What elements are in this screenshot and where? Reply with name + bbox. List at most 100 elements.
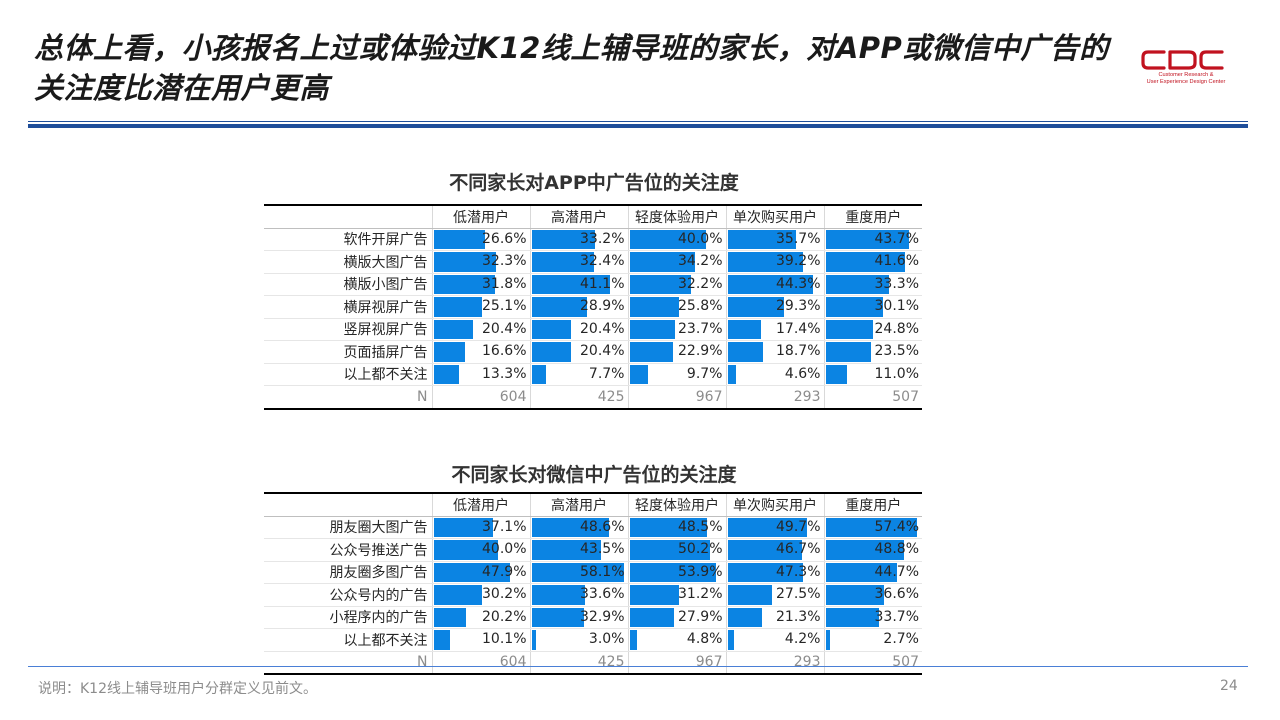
- data-label: 48.8%: [874, 541, 919, 557]
- data-label: 25.8%: [678, 298, 723, 314]
- value-cell: 18.7%: [725, 340, 824, 364]
- data-label: 18.7%: [776, 343, 821, 359]
- table-row: 竖屏视屏广告 20.4% 20.4% 23.7% 17.4% 24.8%: [264, 318, 922, 341]
- data-bar: [531, 364, 547, 384]
- value-cell: 41.1%: [529, 273, 628, 296]
- table-row: 公众号推送广告 40.0% 43.5% 50.2% 46.7% 48.8%: [264, 538, 922, 562]
- data-label: 32.9%: [580, 608, 625, 625]
- value-cell: 24.8%: [823, 318, 922, 341]
- data-label: 20.2%: [482, 608, 527, 625]
- value-cell: 2.7%: [823, 628, 922, 652]
- value-cell: 50.2%: [627, 538, 726, 562]
- data-bar: [433, 607, 466, 627]
- data-bar: [531, 517, 610, 537]
- value-cell: 20.4%: [529, 318, 628, 341]
- data-bar: [433, 297, 482, 317]
- value-cell: 21.3%: [725, 606, 824, 629]
- data-bar: [629, 630, 638, 650]
- data-label: 32.4%: [580, 253, 625, 269]
- data-bar: [531, 585, 586, 605]
- value-cell: 4.2%: [725, 628, 824, 652]
- data-bar: [727, 364, 737, 384]
- wechat-table-title: 不同家长对微信中广告位的关注度: [451, 464, 737, 486]
- data-label: 48.6%: [580, 518, 625, 535]
- data-bar: [825, 364, 847, 384]
- row-label: 公众号推送广告: [264, 538, 432, 562]
- data-bar: [629, 319, 675, 339]
- data-label: 13.3%: [482, 365, 527, 382]
- data-label: 44.7%: [874, 563, 919, 580]
- value-cell: 9.7%: [627, 363, 726, 386]
- header-rule-thick: [28, 124, 1248, 128]
- data-bar: [433, 562, 511, 582]
- data-bar: [629, 364, 649, 384]
- data-label: 30.1%: [874, 298, 919, 314]
- data-label: 33.3%: [874, 275, 919, 292]
- data-label: 10.1%: [482, 631, 527, 647]
- value-cell: 49.7%: [725, 516, 824, 539]
- data-bar: [629, 562, 716, 582]
- data-label: 28.9%: [580, 298, 625, 314]
- data-label: 20.4%: [482, 320, 527, 337]
- column-header: 高潜用户: [529, 204, 628, 229]
- data-bar: [629, 274, 692, 294]
- table-row: 横屏视屏广告 25.1% 28.9% 25.8% 29.3% 30.1%: [264, 295, 922, 319]
- data-bar: [727, 274, 813, 294]
- data-bar: [727, 607, 762, 627]
- sample-size-value: 604: [431, 651, 530, 675]
- value-cell: 13.3%: [431, 363, 530, 386]
- table-row: 朋友圈多图广告 47.9% 58.1% 53.9% 47.3% 44.7%: [264, 561, 922, 584]
- table-row: 朋友圈大图广告 37.1% 48.6% 48.5% 49.7% 57.4%: [264, 516, 922, 539]
- data-label: 58.1%: [580, 563, 625, 580]
- data-label: 31.8%: [482, 275, 527, 292]
- value-cell: 31.2%: [627, 583, 726, 607]
- value-cell: 23.7%: [627, 318, 726, 341]
- value-cell: 47.9%: [431, 561, 530, 584]
- sample-size-label: N: [264, 651, 432, 675]
- column-header: 轻度体验用户: [627, 492, 726, 517]
- column-header: 重度用户: [823, 204, 922, 229]
- sample-size-row: N 604 425 967 293 507: [264, 651, 922, 675]
- data-label: 26.6%: [482, 230, 527, 247]
- footer-note: 说明：K12线上辅导班用户分群定义见前文。: [38, 681, 317, 697]
- data-bar: [727, 252, 803, 272]
- data-bar: [433, 274, 495, 294]
- data-label: 29.3%: [776, 298, 821, 314]
- value-cell: 27.9%: [627, 606, 726, 629]
- table-header-row: 低潜用户 高潜用户 轻度体验用户 单次购买用户 重度用户: [264, 492, 922, 517]
- value-cell: 25.8%: [627, 295, 726, 319]
- table-row: 小程序内的广告 20.2% 32.9% 27.9% 21.3% 33.7%: [264, 606, 922, 629]
- data-label: 33.6%: [580, 586, 625, 602]
- data-bar: [629, 585, 680, 605]
- value-cell: 44.3%: [725, 273, 824, 296]
- value-cell: 47.3%: [725, 561, 824, 584]
- header-corner: [264, 492, 432, 517]
- data-label: 49.7%: [776, 518, 821, 535]
- data-bar: [825, 342, 871, 362]
- data-label: 4.2%: [784, 631, 821, 647]
- data-bar: [825, 252, 906, 272]
- table-row: 横版大图广告 32.3% 32.4% 34.2% 39.2% 41.6%: [264, 250, 922, 274]
- table-row: 页面插屏广告 16.6% 20.4% 22.9% 18.7% 23.5%: [264, 340, 922, 364]
- data-label: 35.7%: [776, 230, 821, 247]
- sample-size-row: N 604 425 967 293 507: [264, 385, 922, 410]
- data-bar: [825, 297, 884, 317]
- column-header: 单次购买用户: [725, 204, 824, 229]
- data-label: 32.2%: [678, 275, 723, 292]
- data-label: 11.0%: [874, 365, 919, 382]
- data-label: 22.9%: [678, 343, 723, 359]
- value-cell: 43.7%: [823, 228, 922, 251]
- sample-size-value: 604: [431, 385, 530, 410]
- data-label: 46.7%: [776, 541, 821, 557]
- value-cell: 32.9%: [529, 606, 628, 629]
- value-cell: 46.7%: [725, 538, 824, 562]
- column-header: 单次购买用户: [725, 492, 824, 517]
- data-label: 16.6%: [482, 343, 527, 359]
- data-label: 50.2%: [678, 541, 723, 557]
- value-cell: 23.5%: [823, 340, 922, 364]
- value-cell: 57.4%: [823, 516, 922, 539]
- data-bar: [531, 540, 602, 560]
- sample-size-value: 967: [627, 385, 726, 410]
- logo-subtitle: Customer Research & User Experience Desi…: [1140, 72, 1232, 85]
- data-label: 39.2%: [776, 253, 821, 269]
